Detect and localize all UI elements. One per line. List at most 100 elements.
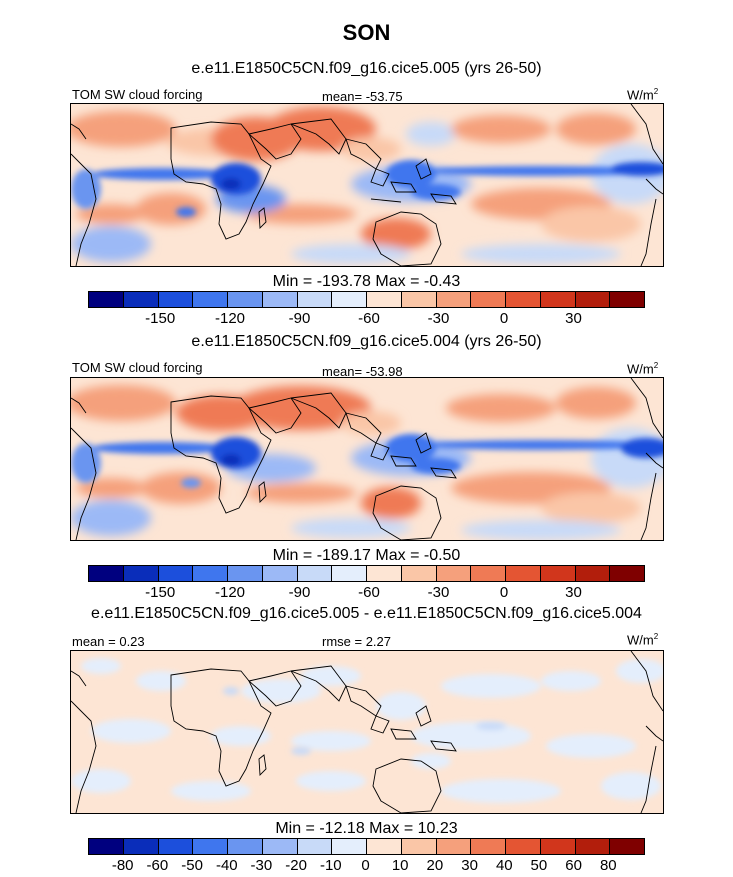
panel-1-tick: -60 xyxy=(358,310,380,327)
panel-1-units: W/m2 xyxy=(627,87,659,103)
colorbar-swatch xyxy=(506,292,541,307)
panel-2-tick: -150 xyxy=(145,584,176,601)
colorbar-swatch xyxy=(610,839,644,854)
panel-2-tick: -30 xyxy=(427,584,450,601)
colorbar-swatch xyxy=(89,292,124,307)
panel-3-tick: 50 xyxy=(530,857,548,874)
panel-3-tick: 0 xyxy=(361,857,370,874)
panel-3-minmax: Min = -12.18 Max = 10.23 xyxy=(275,820,458,837)
panel-2-minmax: Min = -189.17 Max = -0.50 xyxy=(272,547,461,564)
panel-2-colorbar xyxy=(88,565,645,582)
panel-1-tick: -90 xyxy=(288,310,311,327)
colorbar-swatch xyxy=(158,292,194,307)
colorbar-swatch xyxy=(123,566,159,581)
colorbar-swatch xyxy=(228,292,263,307)
colorbar-swatch xyxy=(401,292,437,307)
colorbar-swatch xyxy=(575,839,611,854)
colorbar-swatch xyxy=(436,839,472,854)
panel-3-colorbar xyxy=(88,838,645,855)
colorbar-swatch xyxy=(610,292,644,307)
colorbar-swatch xyxy=(228,839,263,854)
colorbar-swatch xyxy=(471,292,506,307)
panel-3-tick: -10 xyxy=(319,857,342,874)
colorbar-swatch xyxy=(123,292,159,307)
panel-3-map xyxy=(70,650,664,814)
panel-3-tick: -50 xyxy=(181,857,203,874)
panel-3-mean: mean = 0.23 xyxy=(72,634,145,649)
colorbar-swatch xyxy=(471,566,506,581)
colorbar-swatch xyxy=(471,839,506,854)
panel-3-tick: 20 xyxy=(426,857,444,874)
colorbar-swatch xyxy=(436,566,472,581)
colorbar-swatch xyxy=(575,292,611,307)
panel-2-map xyxy=(70,377,664,541)
colorbar-swatch xyxy=(193,292,228,307)
panel-1-colorbar xyxy=(88,291,645,308)
panel-2-tick: -60 xyxy=(358,584,380,601)
panel-2-tick: 0 xyxy=(499,584,509,601)
panel-1-tick: -30 xyxy=(427,310,450,327)
panel-2-colorbar-ticks: -150 -120 -90 -60 -30 0 30 xyxy=(88,584,643,602)
colorbar-swatch xyxy=(332,566,367,581)
figure-title: SON xyxy=(342,20,391,45)
panel-1-colorbar-ticks: -150 -120 -90 -60 -30 0 30 xyxy=(88,310,643,328)
panel-1-map xyxy=(70,103,664,267)
panel-3-tick: 40 xyxy=(495,857,513,874)
panel-1-title: e.e11.E1850C5CN.f09_g16.cice5.005 (yrs 2… xyxy=(191,60,542,77)
panel-3-colorbar-ticks: -80 -60 -50 -40 -30 -20 -10 0 10 20 30 4… xyxy=(88,857,643,875)
colorbar-swatch xyxy=(158,839,194,854)
panel-3-tick: -80 xyxy=(111,857,134,874)
panel-2-tick: -90 xyxy=(288,584,311,601)
panel-2-tick: 30 xyxy=(565,584,582,601)
colorbar-swatch xyxy=(123,839,159,854)
panel-3-tick: -60 xyxy=(146,857,169,874)
panel-3-units: W/m2 xyxy=(627,632,659,648)
colorbar-swatch xyxy=(367,839,402,854)
colorbar-swatch xyxy=(540,292,576,307)
colorbar-swatch xyxy=(158,566,194,581)
colorbar-swatch xyxy=(297,292,333,307)
panel-1-tick: -120 xyxy=(214,310,246,327)
colorbar-swatch xyxy=(193,839,228,854)
colorbar-swatch xyxy=(332,839,367,854)
panel-1-tick: -150 xyxy=(145,310,176,327)
panel-1-left-label: TOM SW cloud forcing xyxy=(72,87,203,102)
panel-2-left-label: TOM SW cloud forcing xyxy=(72,360,203,375)
colorbar-swatch xyxy=(436,292,472,307)
colorbar-swatch xyxy=(401,566,437,581)
panel-3-title: e.e11.E1850C5CN.f09_g16.cice5.005 - e.e1… xyxy=(91,605,642,622)
colorbar-swatch xyxy=(89,566,124,581)
panel-1-tick: 0 xyxy=(499,310,509,327)
colorbar-swatch xyxy=(610,566,644,581)
colorbar-swatch xyxy=(228,566,263,581)
colorbar-swatch xyxy=(262,292,298,307)
colorbar-swatch xyxy=(506,839,541,854)
colorbar-swatch xyxy=(540,566,576,581)
colorbar-swatch xyxy=(297,839,333,854)
panel-1-tick: 30 xyxy=(565,310,582,327)
colorbar-swatch xyxy=(89,839,124,854)
colorbar-swatch xyxy=(193,566,228,581)
panel-2-mean: mean= -53.98 xyxy=(322,364,403,379)
colorbar-swatch xyxy=(262,566,298,581)
colorbar-swatch xyxy=(575,566,611,581)
panel-2-units: W/m2 xyxy=(627,361,659,377)
panel-3-tick: 10 xyxy=(391,857,409,874)
colorbar-swatch xyxy=(540,839,576,854)
colorbar-swatch xyxy=(367,566,402,581)
panel-1-minmax: Min = -193.78 Max = -0.43 xyxy=(272,273,461,290)
panel-3-tick: -30 xyxy=(250,857,273,874)
panel-1-mean: mean= -53.75 xyxy=(322,89,403,104)
colorbar-swatch xyxy=(332,292,367,307)
colorbar-swatch xyxy=(367,292,402,307)
panel-3-tick: -20 xyxy=(285,857,307,874)
panel-3-tick: 60 xyxy=(565,857,582,874)
panel-3-tick: 80 xyxy=(599,857,617,874)
panel-3-tick: 30 xyxy=(461,857,478,874)
colorbar-swatch xyxy=(401,839,437,854)
colorbar-swatch xyxy=(506,566,541,581)
panel-3-rmse: rmse = 2.27 xyxy=(322,634,392,649)
panel-2-title: e.e11.E1850C5CN.f09_g16.cice5.004 (yrs 2… xyxy=(191,333,542,350)
panel-2-tick: -120 xyxy=(214,584,246,601)
